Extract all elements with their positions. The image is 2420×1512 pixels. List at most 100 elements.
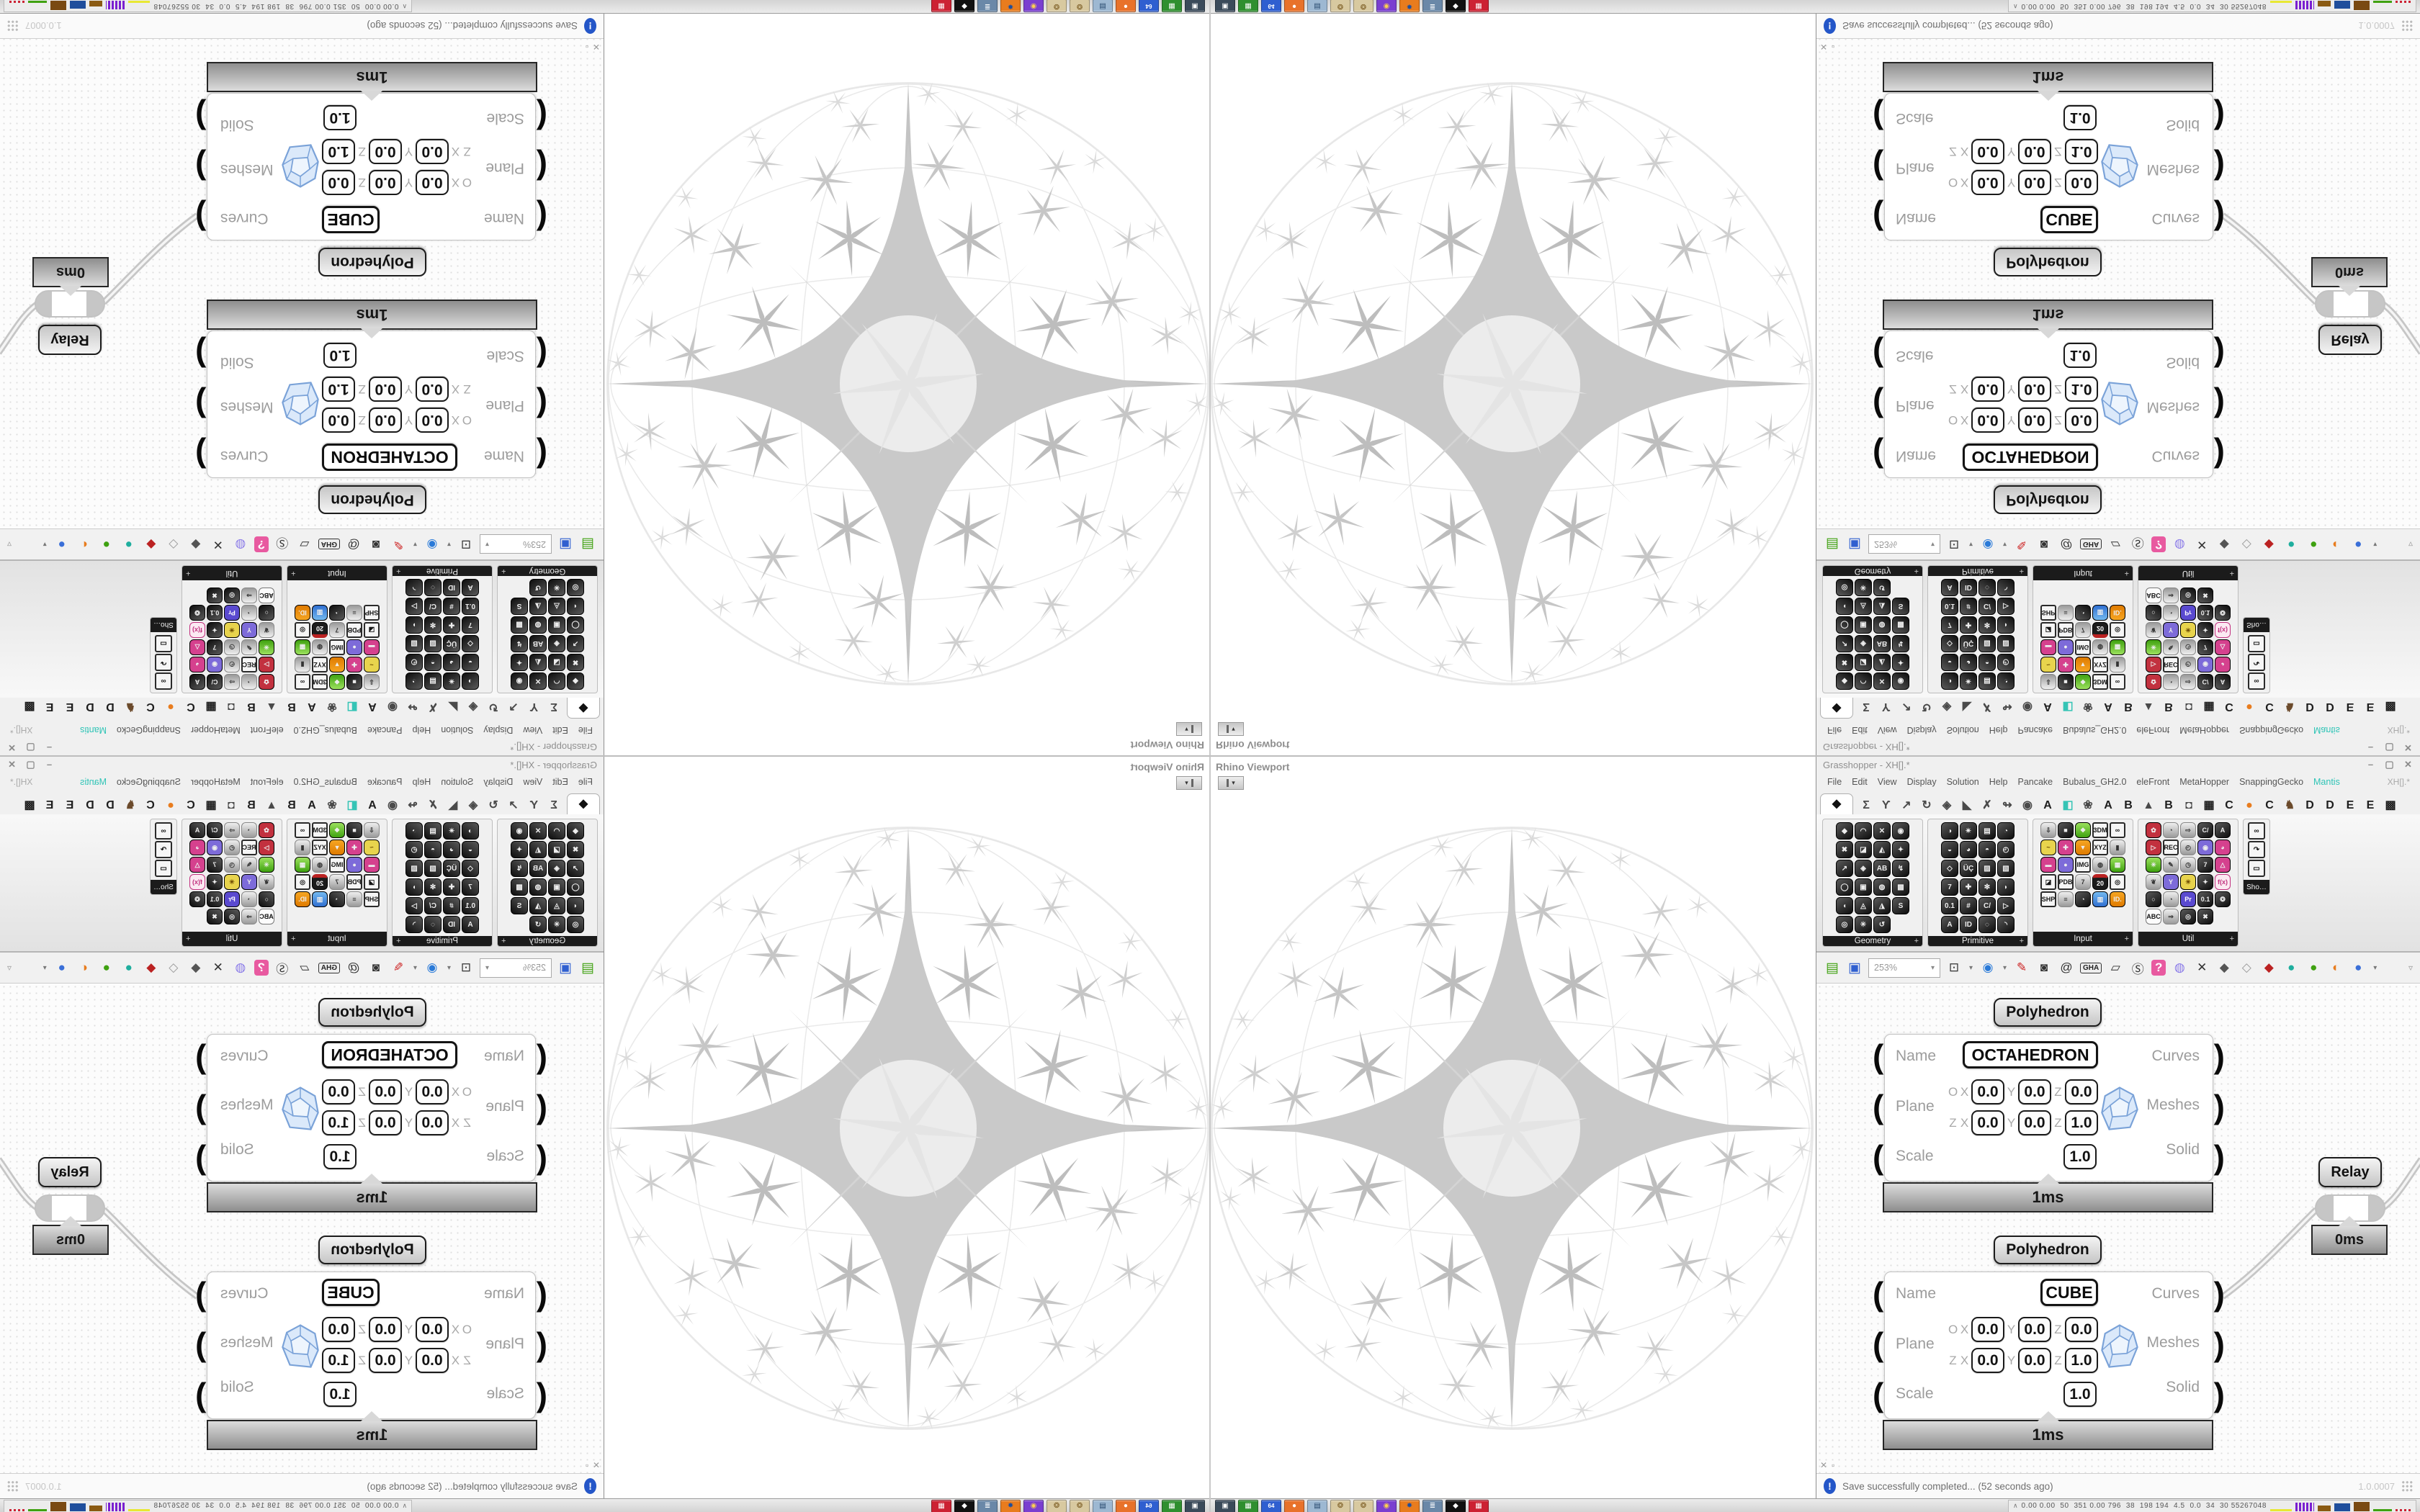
component-icon[interactable]: ✴ bbox=[443, 822, 460, 840]
input-grip[interactable]: ( bbox=[536, 437, 547, 474]
component-icon[interactable]: ◈ bbox=[548, 635, 565, 652]
preview-shaded-icon[interactable]: ◆ bbox=[2264, 538, 2274, 552]
component-icon[interactable]: ▼ bbox=[329, 840, 345, 855]
component-icon[interactable]: ID bbox=[1960, 916, 1977, 933]
component-icon[interactable]: ❖ bbox=[329, 674, 345, 690]
panel-label[interactable]: Input + bbox=[2033, 566, 2133, 580]
component-icon[interactable]: ⇨ bbox=[2180, 822, 2196, 838]
tab-plugin-c[interactable]: C bbox=[187, 701, 195, 713]
tab-params[interactable]: ◆ bbox=[1820, 697, 1853, 719]
component-icon[interactable]: ◠ bbox=[1855, 822, 1872, 840]
component-icon[interactable]: ◈ bbox=[1855, 635, 1872, 652]
viewport-tab-label[interactable]: Rhino Viewport bbox=[1130, 739, 1204, 751]
panel-expand-icon[interactable]: + bbox=[396, 567, 401, 575]
component-icon[interactable]: ⇩ bbox=[364, 822, 380, 838]
name-value[interactable]: OCTAHEDRON bbox=[322, 444, 457, 471]
component-icon[interactable]: ◴ bbox=[2180, 840, 2196, 855]
plane-zy-value[interactable]: 0.0 bbox=[369, 1348, 402, 1373]
component-icon[interactable]: ▩ bbox=[511, 616, 528, 634]
tab-plugin-orange[interactable]: ● bbox=[2246, 799, 2253, 811]
output-grip[interactable]: ) bbox=[2213, 1326, 2225, 1363]
component-icon[interactable]: ✦ bbox=[1892, 654, 1909, 671]
window-layout-icon[interactable]: ▱ bbox=[300, 538, 310, 552]
component-header[interactable]: Polyhedron bbox=[318, 248, 426, 276]
component-icon[interactable]: ◔ bbox=[2163, 605, 2179, 621]
camera-icon[interactable]: ◙ bbox=[372, 538, 380, 552]
component-icon[interactable]: 20 bbox=[312, 622, 328, 638]
component-icon[interactable]: 7 bbox=[2075, 874, 2091, 890]
component-icon[interactable]: ◌ bbox=[424, 916, 442, 933]
component-icon[interactable]: ↺ bbox=[1873, 916, 1891, 933]
menu-file[interactable]: File bbox=[1827, 777, 1842, 787]
component-icon[interactable]: ✚ bbox=[443, 878, 460, 896]
tab-plugin-grid[interactable]: ▦ bbox=[205, 701, 217, 713]
component-icon[interactable]: ✖ bbox=[567, 841, 584, 858]
component-icon[interactable]: ✎ bbox=[241, 639, 257, 655]
preview-off-icon[interactable]: ◆ bbox=[2219, 538, 2229, 552]
component-icon[interactable]: 7 bbox=[1941, 616, 1958, 634]
sphere-blue-icon[interactable]: ● bbox=[2354, 960, 2362, 974]
plane-ox-value[interactable]: 0.0 bbox=[416, 408, 449, 433]
viewport-tab-dropdown[interactable]: ▾ bbox=[1176, 776, 1202, 790]
output-grip[interactable]: ) bbox=[195, 1275, 207, 1313]
plane-ox-value[interactable]: 0.0 bbox=[1971, 170, 2004, 195]
plane-oz-value[interactable]: 0.0 bbox=[322, 170, 355, 195]
pin-green-icon[interactable]: ● bbox=[2310, 960, 2318, 974]
inkscape-icon[interactable]: ◆ bbox=[1446, 1499, 1466, 1512]
tab-plugin-b2[interactable]: B bbox=[2164, 799, 2173, 811]
component-icon[interactable]: ∞ bbox=[295, 674, 310, 690]
tab-plugin-c2[interactable]: C bbox=[2265, 701, 2274, 713]
component-icon[interactable]: ◷ bbox=[224, 639, 240, 655]
plane-oz-value[interactable]: 0.0 bbox=[322, 1079, 355, 1104]
component-icon[interactable]: ✚ bbox=[2058, 657, 2074, 672]
tab-surface[interactable]: ◈ bbox=[1942, 701, 1952, 713]
component-icon[interactable]: Pr bbox=[2180, 605, 2196, 621]
component-icon[interactable]: ◉ bbox=[511, 672, 528, 690]
plane-zz-value[interactable]: 1.0 bbox=[322, 1348, 355, 1373]
package-manager-icon[interactable]: ▦ bbox=[1162, 1499, 1182, 1512]
component-icon[interactable]: △ bbox=[189, 639, 205, 655]
finder-icon[interactable]: Ⓢ bbox=[276, 962, 289, 976]
component-icon[interactable]: ◕ bbox=[189, 840, 205, 855]
tab-plugin-shield[interactable]: ◘ bbox=[228, 799, 235, 811]
component-icon[interactable]: IMG bbox=[2075, 857, 2091, 873]
preview-wireframe-icon[interactable]: ◇ bbox=[169, 538, 179, 552]
component-icon[interactable]: ≡ bbox=[2058, 605, 2074, 621]
component-icon[interactable]: ✻ bbox=[1978, 878, 1996, 896]
component-icon[interactable]: ↯ bbox=[1892, 635, 1909, 652]
paint-palette-icon[interactable]: ❂ bbox=[1047, 0, 1067, 13]
screenshot-tool-icon[interactable]: ▣ bbox=[1185, 0, 1205, 13]
polyhedron-component-octahedron[interactable]: Polyhedron ( ( ( Name Plane Scale OCTAHE… bbox=[195, 298, 547, 514]
menu-solution[interactable]: Solution bbox=[441, 725, 474, 735]
component-icon[interactable]: ■ bbox=[346, 674, 362, 690]
component-icon[interactable]: ✚ bbox=[443, 616, 460, 634]
plane-oz-value[interactable]: 0.0 bbox=[2065, 408, 2098, 433]
circuit-app-icon[interactable]: ▦ bbox=[931, 1499, 951, 1512]
component-icon[interactable]: ▤ bbox=[1978, 822, 1996, 840]
galapagos-icon[interactable]: ✕ bbox=[212, 538, 223, 552]
tab-plugin-shield[interactable]: ◘ bbox=[2185, 701, 2192, 713]
component-icon[interactable]: ABC bbox=[2146, 588, 2161, 603]
floppy-64-icon[interactable]: 64 bbox=[1261, 1499, 1281, 1512]
save-file-icon[interactable]: ▣ bbox=[559, 536, 572, 552]
component-icon[interactable]: f(x) bbox=[2215, 622, 2231, 638]
component-icon[interactable]: ● bbox=[2058, 857, 2074, 873]
tab-plugin-d2[interactable]: D bbox=[2326, 701, 2334, 713]
paint-palette-icon[interactable]: ❂ bbox=[1353, 1499, 1373, 1512]
preview-shaded-icon[interactable]: ◆ bbox=[146, 960, 156, 974]
component-icon[interactable]: ✻ bbox=[1978, 616, 1996, 634]
tab-curve[interactable]: ↻ bbox=[488, 701, 498, 713]
menu-pancake[interactable]: Pancake bbox=[2017, 777, 2053, 787]
component-icon[interactable]: ▭ bbox=[2248, 635, 2265, 652]
component-icon[interactable]: PDB bbox=[346, 622, 362, 638]
menu-file[interactable]: File bbox=[1827, 725, 1842, 735]
component-icon[interactable]: C/ bbox=[207, 822, 223, 838]
output-grip[interactable]: ) bbox=[195, 1038, 207, 1075]
menu-snappinggecko[interactable]: SnappingGecko bbox=[2239, 777, 2304, 787]
panel-label[interactable]: Util + bbox=[182, 932, 282, 946]
input-grip[interactable]: ( bbox=[1873, 1038, 1884, 1075]
output-grip[interactable]: ) bbox=[2213, 1275, 2225, 1313]
component-icon[interactable]: ◓ bbox=[424, 654, 442, 671]
annotate-icon[interactable]: @ bbox=[2060, 538, 2073, 552]
component-icon[interactable]: S bbox=[1892, 897, 1909, 914]
